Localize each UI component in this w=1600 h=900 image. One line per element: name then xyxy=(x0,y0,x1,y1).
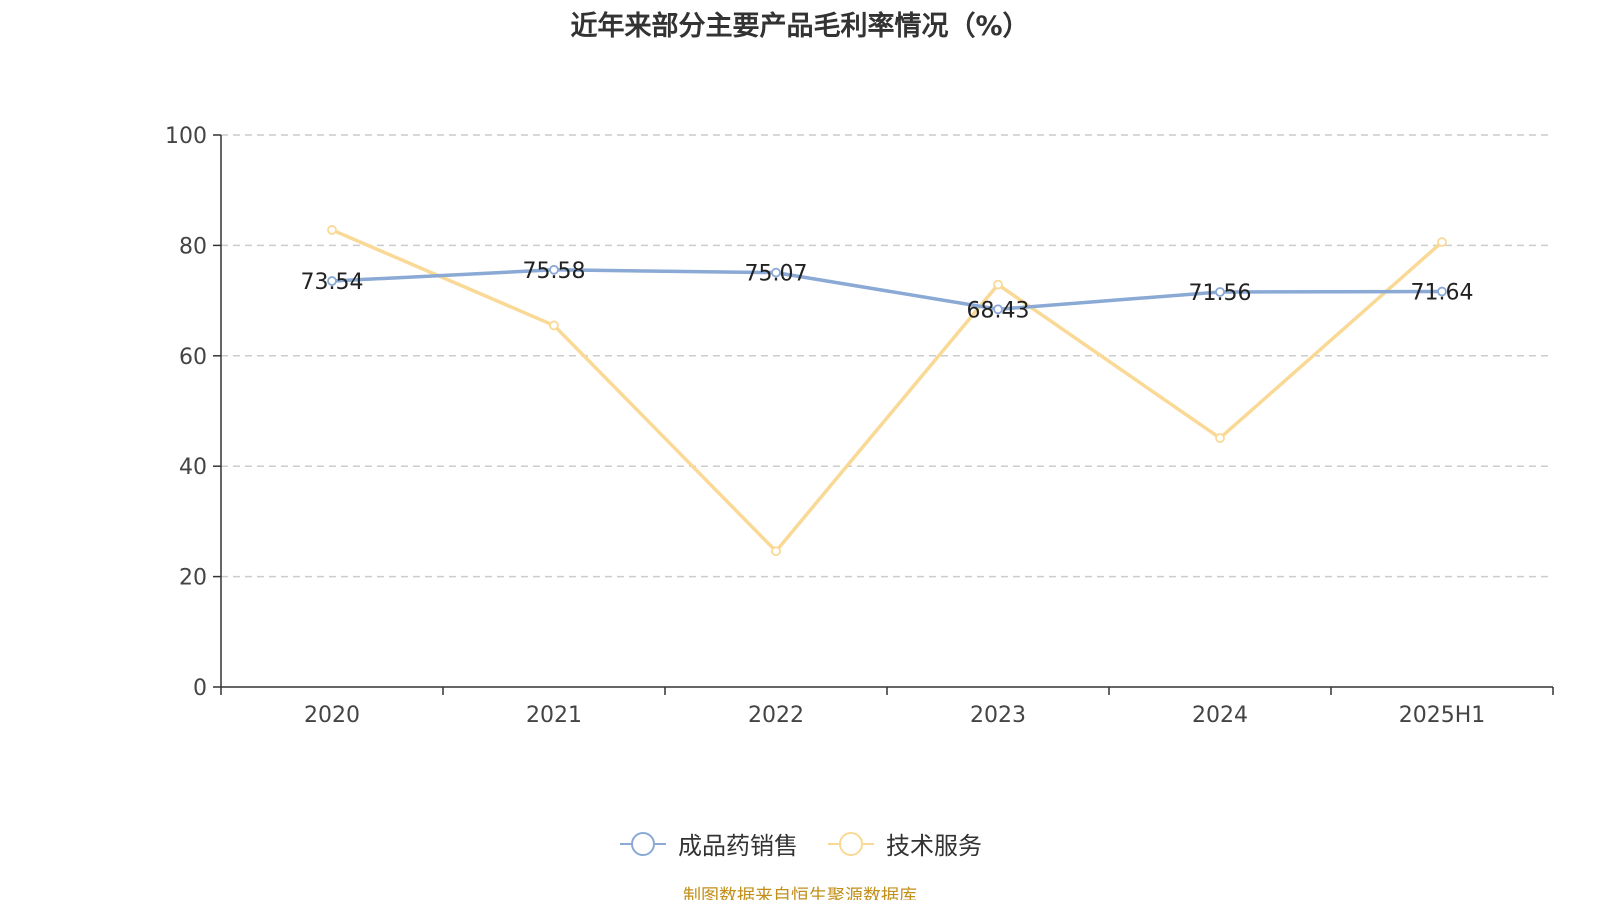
y-tick-label-0: 0 xyxy=(193,676,207,701)
series-0-data-label-2: 75.07 xyxy=(745,262,808,287)
x-tick-label-5: 2025H1 xyxy=(1399,703,1486,728)
legend: 成品药销售 技术服务 xyxy=(0,826,1600,861)
legend-item-series-0[interactable]: 成品药销售 xyxy=(618,826,798,861)
x-tick-label-1: 2021 xyxy=(526,703,582,728)
series-0-point-2 xyxy=(771,267,781,278)
y-tick-label-3: 60 xyxy=(179,345,207,370)
legend-marker-series-1 xyxy=(828,831,874,856)
y-tick-label-5: 100 xyxy=(165,124,207,149)
x-tick-label-2: 2022 xyxy=(748,703,804,728)
legend-label-series-1: 技术服务 xyxy=(886,832,982,860)
source-note: 制图数据来自恒生聚源数据库 xyxy=(683,886,917,900)
series-line-0 xyxy=(331,268,1443,312)
series-1-point-5 xyxy=(1437,237,1447,247)
series-0-data-label-0: 73.54 xyxy=(301,270,364,295)
series-1-point-4 xyxy=(1215,433,1225,443)
x-tick-label-4: 2024 xyxy=(1192,703,1248,728)
series-0-data-label-3: 68.43 xyxy=(967,298,1030,323)
series-1-point-3 xyxy=(993,279,1003,290)
legend-marker-series-0 xyxy=(620,831,666,856)
series-0-data-label-1: 75.58 xyxy=(523,259,586,284)
series-line-1 xyxy=(331,228,1444,553)
series-0-point-5 xyxy=(1437,286,1447,297)
chart-title: 近年来部分主要产品毛利率情况（%） xyxy=(570,11,1030,42)
y-tick-label-4: 80 xyxy=(179,234,207,259)
series-1-point-2 xyxy=(771,546,781,557)
series-0-data-label-4: 71.56 xyxy=(1189,281,1252,306)
legend-item-series-1[interactable]: 技术服务 xyxy=(826,826,982,861)
x-tick-label-0: 2020 xyxy=(304,703,360,728)
series-0-point-1 xyxy=(549,264,559,275)
series-1-point-1 xyxy=(549,320,559,331)
series-0-point-0 xyxy=(327,276,337,286)
legend-label-series-0: 成品药销售 xyxy=(678,832,798,860)
series-0-point-4 xyxy=(1215,287,1225,297)
series-0-data-label-5: 71.64 xyxy=(1411,281,1474,306)
series-1-point-0 xyxy=(327,225,337,235)
series-0-point-3 xyxy=(993,304,1003,315)
y-tick-label-1: 20 xyxy=(179,566,207,591)
x-tick-label-3: 2023 xyxy=(970,703,1026,728)
y-tick-label-2: 40 xyxy=(179,455,207,480)
